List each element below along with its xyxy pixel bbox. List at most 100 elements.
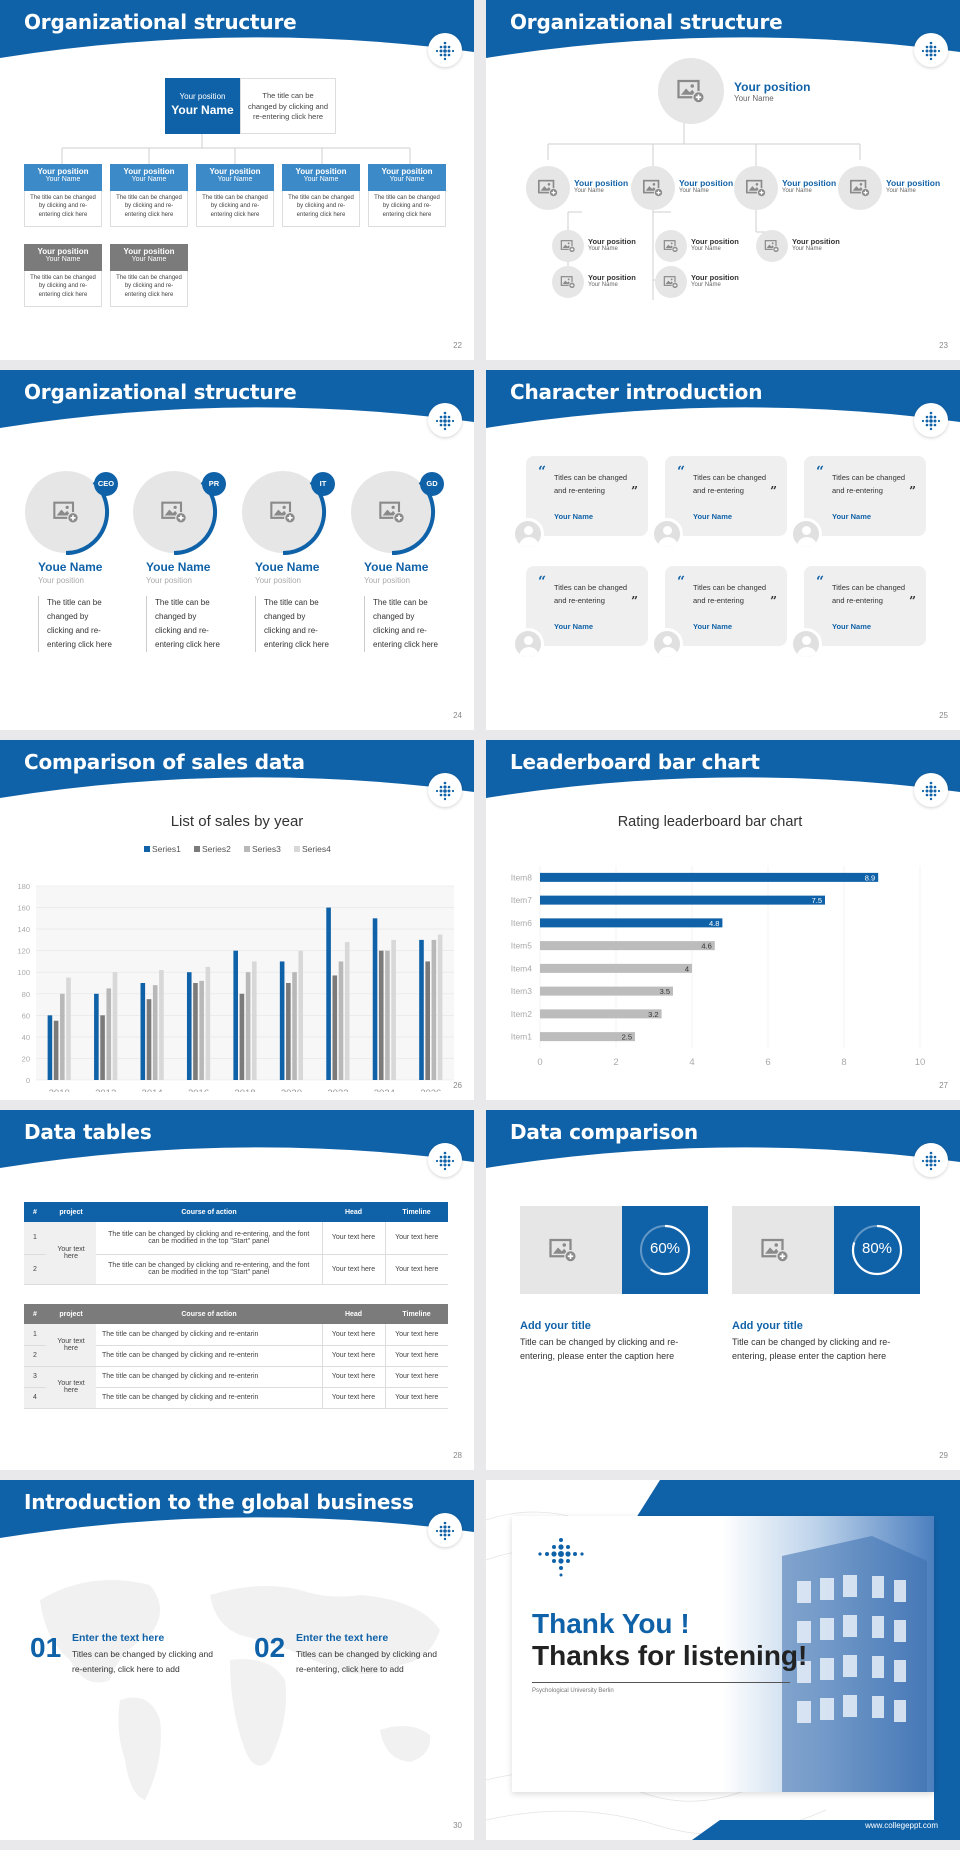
- org-card[interactable]: Your position Your Name The title can be c…: [110, 244, 188, 307]
- org-card[interactable]: Your position Your Name The title can be c…: [110, 164, 188, 227]
- bar-series2-2014: [146, 999, 152, 1080]
- cell-num: 1: [24, 1324, 46, 1345]
- quote-card[interactable]: “ Titles can be changed and re-entering” Y…: [526, 456, 648, 536]
- x-tick-label: 2010: [49, 1088, 70, 1092]
- person-position: Your position: [38, 576, 84, 585]
- page-number: 23: [939, 341, 948, 350]
- person-desc: The title can be changed by clicking and…: [364, 596, 440, 652]
- table-row[interactable]: 3 Your text here The title can be change…: [24, 1366, 448, 1408]
- image-placeholder-icon: [538, 179, 559, 198]
- slide-25[interactable]: Character introduction 25 “ Titles can be…: [486, 370, 960, 730]
- org-card-name: Your Name: [45, 176, 81, 183]
- quote-author: Your Name: [693, 622, 733, 631]
- person-position: Your position: [574, 178, 629, 188]
- person-position: Your position: [691, 273, 739, 282]
- open-quote-icon: “: [538, 464, 547, 480]
- quote-card[interactable]: “ Titles can be changed and re-entering” Y…: [804, 566, 926, 646]
- slide-30[interactable]: Introduction to the global business 30 0…: [0, 1480, 474, 1840]
- avatar-icon: [651, 628, 683, 660]
- top-position-box[interactable]: Your position Your Name: [165, 78, 240, 134]
- image-placeholder-icon: [643, 179, 664, 198]
- person-label: Your position Your Name: [588, 273, 636, 288]
- legend-swatch: [294, 846, 300, 852]
- header-action: Course of action: [181, 1310, 237, 1318]
- quote-card[interactable]: “ Titles can be changed and re-entering” Y…: [526, 566, 648, 646]
- org-card[interactable]: Your position Your Name The title can be c…: [24, 164, 102, 227]
- org-card[interactable]: Your position Your Name The title can be c…: [368, 164, 446, 227]
- slide-26[interactable]: Comparison of sales data 26 List of sale…: [0, 740, 474, 1100]
- bar-series1-2026: [419, 939, 424, 1080]
- table-row[interactable]: 2 The title can be changed by clicking a…: [24, 1254, 448, 1284]
- org-card-name: Your Name: [45, 256, 81, 263]
- org-card-desc: The title can be changed by clicking and…: [282, 191, 360, 227]
- y-tick-label: 100: [17, 968, 30, 977]
- quote-card[interactable]: “ Titles can be changed and re-entering” Y…: [665, 456, 787, 536]
- person-name: Your Name: [679, 188, 709, 194]
- y-tick-label: Item5: [511, 941, 533, 951]
- org-card-header: Your position Your Name: [110, 244, 188, 271]
- thanks-subheading: Thanks for listening!: [532, 1640, 808, 1671]
- quote-card[interactable]: “ Titles can be changed and re-entering” Y…: [665, 566, 787, 646]
- quote-card[interactable]: “ Titles can be changed and re-entering” Y…: [804, 456, 926, 536]
- cell-timeline: Your text here: [384, 1254, 448, 1284]
- org-card[interactable]: Your position Your Name The title can be c…: [24, 244, 102, 307]
- quote-author: Your Name: [693, 512, 733, 521]
- y-tick-label: 80: [22, 990, 30, 999]
- data-label: 2.5: [622, 1033, 632, 1042]
- x-tick-label: 2016: [188, 1088, 209, 1092]
- cell-timeline: Your text here: [384, 1222, 448, 1254]
- open-quote-icon: “: [816, 574, 825, 590]
- org-card-desc: The title can be changed by clicking and…: [24, 191, 102, 227]
- page-number: 28: [453, 1451, 462, 1460]
- slide-23[interactable]: Organizational structure 23 Your positio…: [486, 0, 960, 360]
- y-tick-label: Item4: [511, 963, 533, 973]
- y-tick-label: Item1: [511, 1032, 533, 1042]
- cell-head: Your text here: [321, 1366, 385, 1387]
- org-card-header: Your position Your Name: [24, 244, 102, 271]
- thank-you-heading: Thank You !: [532, 1608, 690, 1639]
- avatar-icon: [790, 518, 822, 550]
- slide-29[interactable]: Data comparison 29 60% Add your title Titl…: [486, 1110, 960, 1470]
- x-tick-label: 6: [765, 1057, 770, 1068]
- bar-series2-2026: [425, 961, 430, 1080]
- page-number: 29: [939, 1451, 948, 1460]
- bar-series4-2018: [252, 961, 257, 1080]
- person-name: Your Name: [782, 188, 812, 194]
- cell-head: Your text here: [321, 1254, 385, 1284]
- x-tick-label: 2: [613, 1057, 618, 1068]
- item-desc: Title can be changed by clicking and re-…: [732, 1337, 891, 1361]
- item-title: Add your title: [732, 1320, 803, 1332]
- cell-action: The title can be changed by clicking and…: [102, 1330, 259, 1338]
- data-label: 4.6: [701, 942, 711, 951]
- slide-27[interactable]: Leaderboard bar chart 27 Rating leaderbo…: [486, 740, 960, 1100]
- progress-ring: [639, 1224, 691, 1276]
- slide-28[interactable]: Data tables 28 # project Course of actio…: [0, 1110, 474, 1470]
- header-project: project: [59, 1310, 83, 1318]
- org-card[interactable]: Your position Your Name The title can be c…: [282, 164, 360, 227]
- header-project: project: [59, 1208, 83, 1216]
- bar-series2-2010: [53, 1020, 59, 1080]
- slide-24[interactable]: Organizational structure 24 CEO Youe Name…: [0, 370, 474, 730]
- header-head: Head: [344, 1208, 363, 1216]
- header-timeline: Timeline: [402, 1310, 431, 1318]
- slide-31[interactable]: Thank You ! Thanks for listening! Psycho…: [486, 1480, 960, 1840]
- person-desc: The title can be changed by clicking and…: [38, 596, 114, 652]
- org-card-desc: The title can be changed by clicking and…: [24, 271, 102, 307]
- table-row[interactable]: 1 Your text here The title can be change…: [24, 1222, 448, 1284]
- table-row[interactable]: 1 Your text here The title can be change…: [24, 1324, 448, 1366]
- x-tick-label: 2012: [95, 1088, 116, 1092]
- page-number: 26: [453, 1081, 462, 1090]
- slide-22[interactable]: Organizational structure 22 Your positio…: [0, 0, 474, 360]
- table-row[interactable]: 4 The title can be changed by clicking a…: [24, 1387, 448, 1408]
- item-number: 01: [30, 1632, 62, 1663]
- website-link[interactable]: www.collegeppt.com: [865, 1821, 938, 1830]
- table-header-row: # project Course of action Head Timeline: [24, 1304, 448, 1324]
- y-tick-label: Item3: [511, 986, 533, 996]
- org-card[interactable]: Your position Your Name The title can be c…: [196, 164, 274, 227]
- image-placeholder-icon: [53, 501, 79, 524]
- logo-badge-icon: [428, 33, 462, 67]
- table-row[interactable]: 2 The title can be changed by clicking a…: [24, 1345, 448, 1366]
- header-band: [0, 1110, 474, 1168]
- org-card-header: Your position Your Name: [196, 164, 274, 191]
